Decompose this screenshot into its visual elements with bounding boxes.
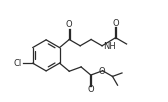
Text: NH: NH (103, 42, 116, 51)
Text: Cl: Cl (14, 59, 22, 68)
Text: O: O (88, 85, 94, 94)
Text: O: O (98, 67, 105, 76)
Text: O: O (112, 19, 119, 28)
Text: O: O (66, 20, 73, 29)
